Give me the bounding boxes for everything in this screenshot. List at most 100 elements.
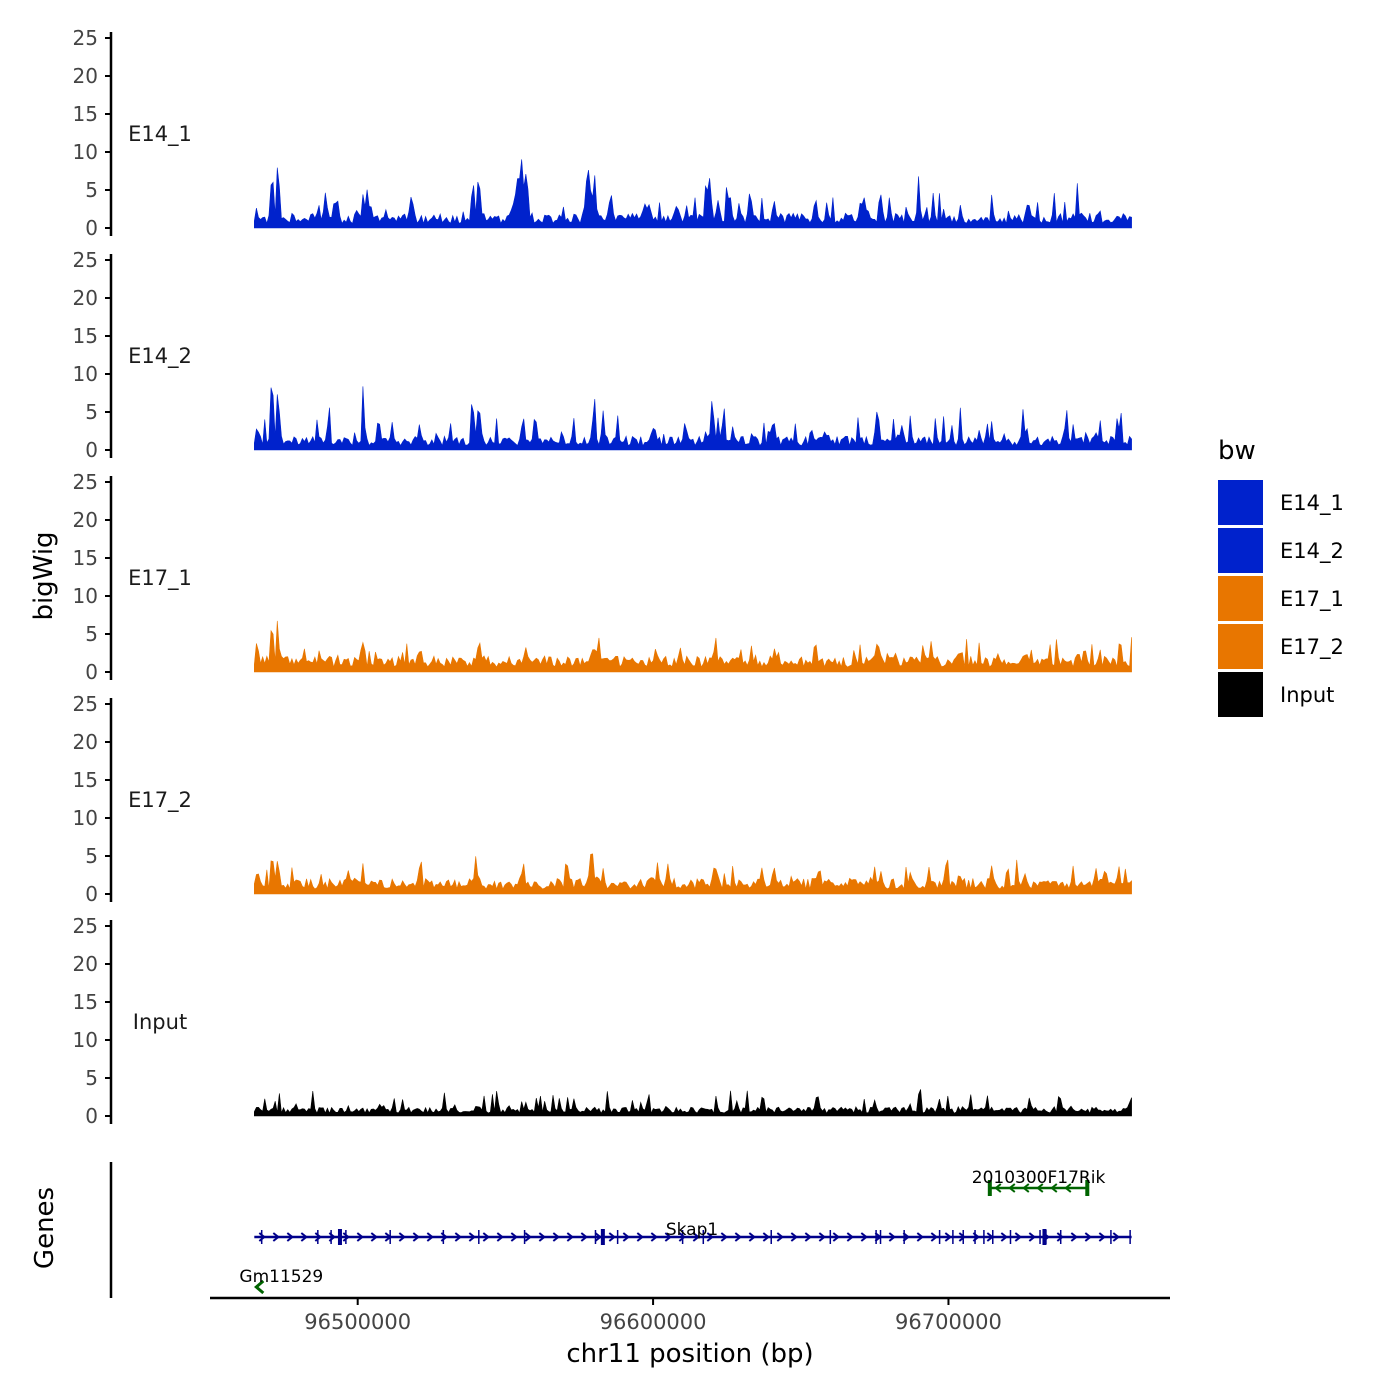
legend-key xyxy=(1218,528,1263,573)
strand-arrow xyxy=(1000,1232,1008,1242)
y-tick-label: 10 xyxy=(73,140,98,164)
y-tick-label: 10 xyxy=(73,1028,98,1052)
genes-panel: Genes Skap1 2010300F17Rik Gm11529 xyxy=(30,1162,1132,1298)
strand-arrow xyxy=(1036,1183,1044,1193)
strand-arrow xyxy=(1112,1232,1120,1242)
strand-arrow xyxy=(538,1232,546,1242)
y-tick-label: 15 xyxy=(73,102,98,126)
strand-arrow xyxy=(286,1232,294,1242)
strand-arrow xyxy=(314,1232,322,1242)
strand-arrow xyxy=(552,1232,560,1242)
y-tick-label: 15 xyxy=(73,768,98,792)
coverage-area-input xyxy=(254,1089,1132,1117)
y-tick-label: 15 xyxy=(73,546,98,570)
x-tick-label: 96500000 xyxy=(304,1310,411,1334)
track-e17-1: 0 5 10 15 20 25 E17_1 xyxy=(73,470,1132,684)
y-tick-label: 20 xyxy=(73,952,98,976)
strand-arrow xyxy=(818,1232,826,1242)
strand-arrow xyxy=(994,1183,1002,1193)
strand-arrow xyxy=(300,1232,308,1242)
exon-thick xyxy=(600,1229,605,1245)
strand-arrow xyxy=(1084,1232,1092,1242)
y-tick-label: 10 xyxy=(73,806,98,830)
strand-arrow xyxy=(566,1232,574,1242)
strand-arrow xyxy=(594,1232,602,1242)
coverage-area-e17-2 xyxy=(254,853,1132,895)
strand-arrow xyxy=(636,1232,644,1242)
strand-arrow xyxy=(790,1232,798,1242)
y-tick-label: 0 xyxy=(85,438,98,462)
strand-arrow xyxy=(832,1232,840,1242)
legend-key xyxy=(1218,480,1263,525)
x-axis: chr11 position (bp) 96500000 96600000 9670… xyxy=(210,1296,1170,1369)
strand-arrow xyxy=(1064,1183,1072,1193)
strand-arrow xyxy=(916,1232,924,1242)
legend-label: Input xyxy=(1280,683,1334,707)
strand-arrow xyxy=(1008,1183,1016,1193)
y-tick-label: 25 xyxy=(73,914,98,938)
y-tick-label: 0 xyxy=(85,216,98,240)
y-tick-label: 25 xyxy=(73,26,98,50)
y-tick-label: 5 xyxy=(85,622,98,646)
legend-key xyxy=(1218,576,1263,621)
legend: bw E14_1 E14_2 E17_1 E17_2 Input xyxy=(1218,436,1344,717)
y-tick-label: 10 xyxy=(73,584,98,608)
y-tick-label: 10 xyxy=(73,362,98,386)
strand-arrow xyxy=(1050,1183,1058,1193)
strand-arrow xyxy=(720,1232,728,1242)
track-e14-1: 0 5 10 15 20 25 E14_1 xyxy=(73,26,1132,240)
y-axis-title: bigWig xyxy=(29,531,59,620)
gene-gm11529: Gm11529 xyxy=(239,1267,323,1295)
strand-arrow xyxy=(958,1232,966,1242)
y-tick-label: 0 xyxy=(85,882,98,906)
strand-arrow xyxy=(272,1232,280,1242)
legend-items: E14_1 E14_2 E17_1 E17_2 Input xyxy=(1218,480,1344,717)
strand-arrow xyxy=(370,1232,378,1242)
x-tick-label: 96600000 xyxy=(600,1310,707,1334)
strand-arrow xyxy=(734,1232,742,1242)
genes-axis-title: Genes xyxy=(30,1187,60,1269)
strand-arrow xyxy=(678,1232,686,1242)
strand-arrow xyxy=(776,1232,784,1242)
y-tick-label: 20 xyxy=(73,286,98,310)
strand-arrow xyxy=(888,1232,896,1242)
exon-thick xyxy=(1042,1229,1047,1245)
gene-2010300f17rik: 2010300F17Rik xyxy=(972,1168,1105,1196)
strand-arrow xyxy=(692,1232,700,1242)
strand-arrow xyxy=(524,1232,532,1242)
legend-label: E17_1 xyxy=(1280,587,1344,612)
strand-arrow xyxy=(254,1279,265,1295)
y-tick-label: 0 xyxy=(85,1104,98,1128)
legend-label: E14_2 xyxy=(1280,539,1344,564)
gene-label: Gm11529 xyxy=(239,1267,323,1287)
y-tick-label: 0 xyxy=(85,660,98,684)
y-tick-label: 5 xyxy=(85,844,98,868)
y-tick-label: 20 xyxy=(73,508,98,532)
coverage-tracks: 0 5 10 15 20 25 E14_1 0 5 10 15 20 25 E14_2 0 5 10 15 20 25… xyxy=(73,26,1132,1128)
strand-arrow xyxy=(1014,1232,1022,1242)
strand-arrow xyxy=(1098,1232,1106,1242)
track-label: E17_1 xyxy=(128,566,192,591)
y-tick-label: 15 xyxy=(73,324,98,348)
y-tick-label: 15 xyxy=(73,990,98,1014)
y-tick-label: 25 xyxy=(73,248,98,272)
strand-arrow xyxy=(482,1232,490,1242)
track-label: E14_2 xyxy=(128,344,192,369)
strand-arrow xyxy=(650,1232,658,1242)
legend-label: E14_1 xyxy=(1280,491,1344,516)
track-input: 0 5 10 15 20 25 Input xyxy=(73,914,1132,1128)
x-tick-label: 96700000 xyxy=(895,1310,1002,1334)
y-tick-label: 5 xyxy=(85,178,98,202)
strand-arrow xyxy=(1022,1183,1030,1193)
legend-key xyxy=(1218,672,1263,717)
strand-arrow xyxy=(902,1232,910,1242)
gene-skap1: Skap1 xyxy=(254,1220,1132,1245)
strand-arrow xyxy=(580,1232,588,1242)
strand-arrow xyxy=(412,1232,420,1242)
strand-arrow xyxy=(356,1232,364,1242)
coverage-area-e14-2 xyxy=(254,386,1132,451)
strand-arrow xyxy=(846,1232,854,1242)
strand-arrow xyxy=(454,1232,462,1242)
y-tick-label: 25 xyxy=(73,692,98,716)
